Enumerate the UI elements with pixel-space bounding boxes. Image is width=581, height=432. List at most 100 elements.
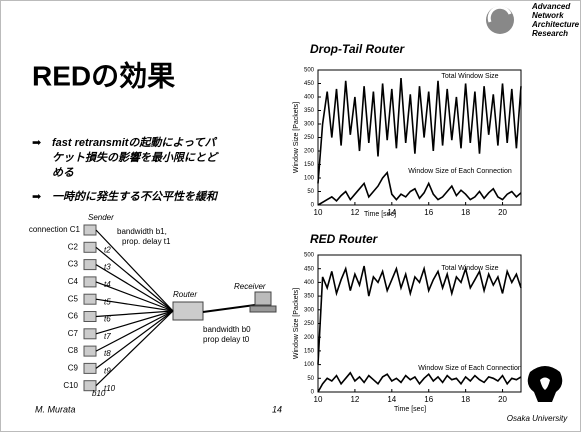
receiver-icon <box>255 292 271 305</box>
receiver-base <box>250 306 276 312</box>
bullet-text: める <box>52 167 74 179</box>
sender-icon <box>84 260 96 270</box>
y-tick-label: 500 <box>304 253 315 259</box>
delay-label: t4 <box>104 280 111 289</box>
sender-label: Sender <box>88 213 114 222</box>
y-tick-label: 100 <box>304 362 315 368</box>
series-annotation: Window Size of Each Connection <box>418 365 522 372</box>
y-tick-label: 250 <box>304 135 315 141</box>
connection-label: C7 <box>68 329 79 338</box>
connection-label: C8 <box>68 346 79 355</box>
y-tick-label: 50 <box>307 189 314 195</box>
series-annotation: Window Size of Each Connection <box>408 168 512 175</box>
x-axis-label: Time [sec] <box>364 211 396 218</box>
y-tick-label: 500 <box>304 68 315 74</box>
logo-text: Advanced <box>531 2 571 11</box>
series-annotation: Total Window Size <box>441 73 498 80</box>
footer-affiliation: Osaka University <box>507 414 568 423</box>
logo-text: Architecture <box>531 20 580 29</box>
chart-title: Drop-Tail Router <box>310 42 406 56</box>
slide: Advanced Network Architecture Research R… <box>0 0 581 432</box>
link-label: bandwidth b0 <box>203 325 251 334</box>
x-tick-label: 20 <box>498 395 507 404</box>
x-tick-label: 14 <box>387 395 396 404</box>
connection-label: C5 <box>68 294 79 303</box>
footer-author: M. Murata <box>35 404 76 414</box>
x-tick-label: 10 <box>314 208 323 217</box>
logo-text: Research <box>532 29 568 38</box>
y-axis-label: Window Size [Packets] <box>293 102 300 173</box>
y-tick-label: 50 <box>307 376 314 382</box>
sender-icon <box>84 312 96 322</box>
bullet-text: 一時的に発生する不公平性を緩和 <box>52 190 219 203</box>
y-tick-label: 450 <box>304 266 315 272</box>
bullet-icon: ➡ <box>32 137 41 149</box>
sender-icon <box>84 277 96 287</box>
bullet-text: ケット損失の影響を最小限にとど <box>52 151 219 164</box>
y-tick-label: 150 <box>304 162 315 168</box>
x-tick-label: 12 <box>350 208 359 217</box>
x-tick-label: 18 <box>461 395 470 404</box>
y-tick-label: 350 <box>304 294 315 300</box>
x-tick-label: 18 <box>461 208 470 217</box>
y-axis-label: Window Size [Packets] <box>293 288 300 359</box>
footer-page: 14 <box>272 404 282 414</box>
link-label: prop delay t0 <box>203 335 250 344</box>
y-tick-label: 400 <box>304 280 315 286</box>
x-tick-label: 20 <box>498 208 507 217</box>
logo-text: Network <box>532 11 564 20</box>
y-tick-label: 150 <box>304 348 315 354</box>
x-tick-label: 12 <box>350 395 359 404</box>
sender-icon <box>84 363 96 373</box>
sender-icon <box>84 242 96 252</box>
series-line <box>318 173 521 205</box>
connection-label: C4 <box>68 277 79 286</box>
series-annotation: Total Window Size <box>441 265 498 272</box>
connection-label: C6 <box>68 312 79 321</box>
sender-icon <box>84 294 96 304</box>
sender-icon <box>84 329 96 339</box>
y-tick-label: 200 <box>304 149 315 155</box>
receiver-label: Receiver <box>234 282 266 291</box>
sender-icon <box>84 346 96 356</box>
x-tick-label: 10 <box>314 395 323 404</box>
link-label: bandwidth b1, <box>117 227 167 236</box>
delay-label: t8 <box>104 349 111 358</box>
bandwidth-label: b10 <box>92 389 106 398</box>
delay-label: t2 <box>104 245 111 254</box>
connection-label: connection C1 <box>29 225 81 234</box>
delay-label: t7 <box>104 332 111 341</box>
logo: Advanced Network Architecture Research <box>486 2 580 38</box>
bottleneck-link <box>203 305 255 312</box>
x-tick-label: 16 <box>424 208 433 217</box>
y-tick-label: 400 <box>304 95 315 101</box>
y-tick-label: 100 <box>304 176 315 182</box>
connection-label: C3 <box>68 260 79 269</box>
university-logo <box>528 366 563 402</box>
y-tick-label: 350 <box>304 108 315 114</box>
router-label: Router <box>173 290 197 299</box>
chart-title: RED Router <box>310 232 379 246</box>
y-tick-label: 250 <box>304 321 315 327</box>
delay-label: t3 <box>104 263 111 272</box>
y-tick-label: 200 <box>304 335 315 341</box>
delay-label: t10 <box>104 384 116 393</box>
slide-title: REDの効果 <box>32 59 175 91</box>
delay-label: t5 <box>104 297 111 306</box>
y-tick-label: 300 <box>304 307 315 313</box>
router-icon <box>173 302 203 320</box>
delay-label: t6 <box>104 315 111 324</box>
y-tick-label: 450 <box>304 81 315 87</box>
series-line <box>318 266 521 365</box>
y-tick-label: 300 <box>304 122 315 128</box>
sender-icon <box>84 225 96 235</box>
x-tick-label: 16 <box>424 395 433 404</box>
connection-label: C10 <box>63 381 78 390</box>
connection-label: C2 <box>68 242 79 251</box>
bullet-icon: ➡ <box>32 191 41 203</box>
link-label: prop. delay t1 <box>122 237 171 246</box>
network-diagram: Sender Router Receiver bandwidth b0 prop… <box>29 213 276 398</box>
x-axis-label: Time [sec] <box>394 406 426 413</box>
series-line <box>318 373 521 392</box>
bullet-text: fast retransmitの起動によってパ <box>52 136 218 149</box>
